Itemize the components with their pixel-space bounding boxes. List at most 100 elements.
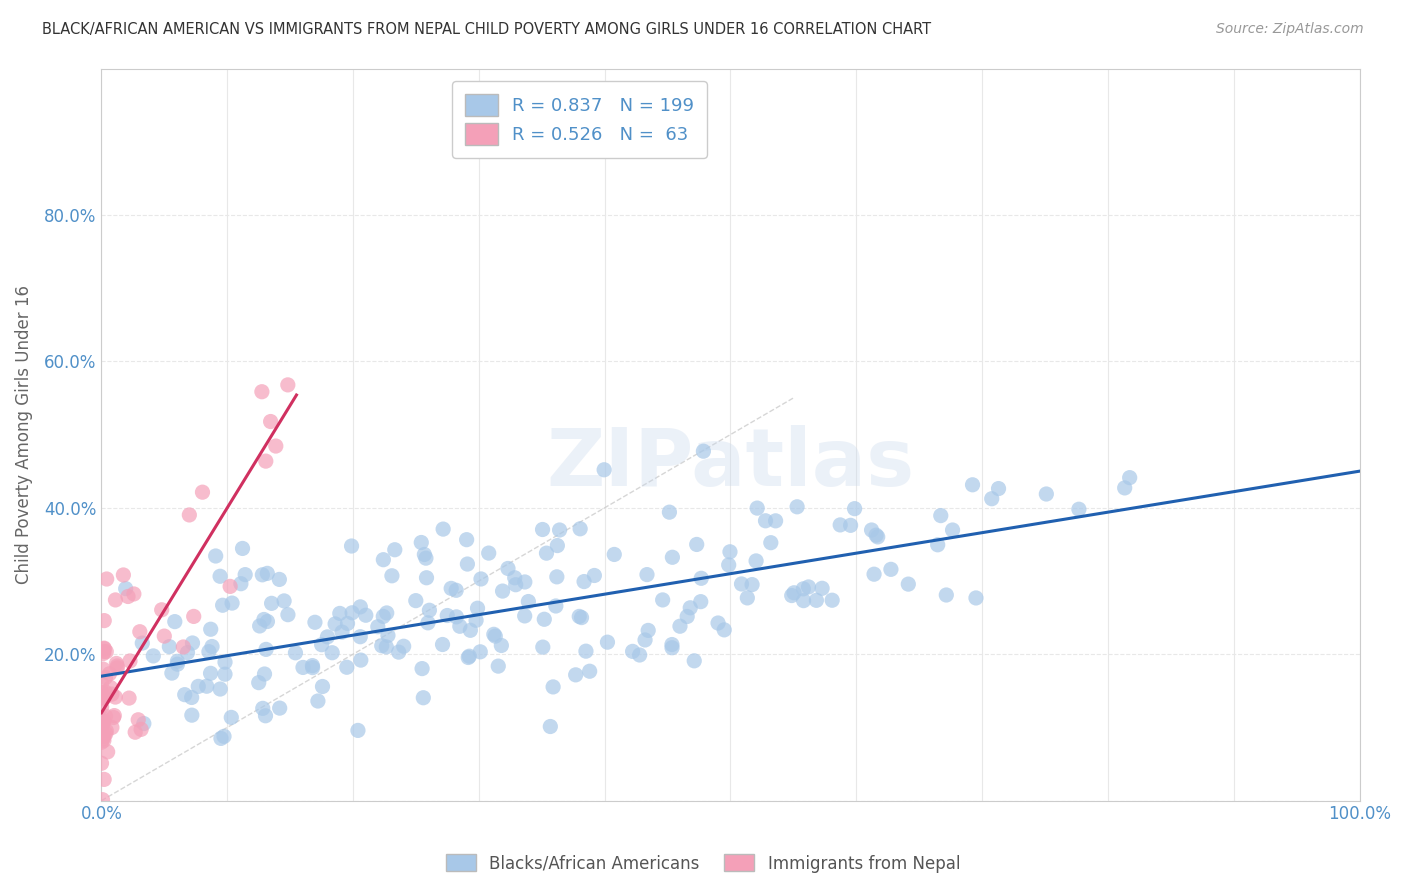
Point [531, 640, 554, 654]
Point [91, 731, 114, 746]
Point [634, 632, 657, 647]
Point [277, 607, 299, 622]
Point [90, 710, 112, 724]
Point [432, 522, 454, 536]
Point [200, 622, 222, 636]
Point [209, 569, 232, 583]
Point [291, 660, 314, 674]
Point [839, 518, 862, 533]
Point [252, 701, 274, 715]
Point [96, 723, 118, 738]
Point [686, 537, 709, 551]
Point [340, 606, 363, 620]
Point [90, 735, 112, 749]
Point [166, 654, 188, 668]
Point [354, 608, 377, 623]
Point [311, 638, 333, 652]
Point [384, 542, 406, 557]
Point [214, 655, 236, 669]
Point [195, 679, 218, 693]
Point [100, 681, 122, 695]
Point [980, 491, 1002, 506]
Point [367, 620, 389, 634]
Point [669, 619, 692, 633]
Point [105, 659, 128, 673]
Point [1067, 502, 1090, 516]
Point [458, 649, 481, 664]
Point [415, 571, 437, 585]
Point [962, 477, 984, 491]
Point [548, 523, 571, 537]
Point [94, 726, 117, 740]
Point [432, 638, 454, 652]
Point [786, 500, 808, 514]
Point [637, 624, 659, 638]
Point [157, 640, 180, 654]
Point [93, 729, 115, 743]
Point [863, 567, 886, 582]
Point [142, 648, 165, 663]
Point [661, 550, 683, 565]
Point [91, 717, 114, 731]
Point [221, 710, 243, 724]
Point [264, 439, 287, 453]
Point [392, 640, 415, 654]
Point [323, 616, 346, 631]
Point [737, 591, 759, 605]
Point [373, 609, 395, 624]
Point [465, 613, 488, 627]
Point [105, 661, 128, 675]
Point [575, 644, 598, 658]
Point [717, 558, 740, 572]
Point [104, 690, 127, 704]
Point [456, 557, 478, 571]
Point [436, 608, 458, 623]
Point [91, 662, 114, 676]
Point [603, 548, 626, 562]
Point [593, 463, 616, 477]
Point [316, 630, 339, 644]
Point [692, 444, 714, 458]
Point [127, 713, 149, 727]
Point [96, 572, 118, 586]
Point [231, 541, 253, 556]
Point [741, 577, 763, 591]
Point [93, 690, 115, 705]
Point [707, 615, 730, 630]
Point [259, 415, 281, 429]
Point [860, 523, 883, 537]
Point [304, 615, 326, 630]
Point [252, 567, 274, 582]
Point [568, 609, 591, 624]
Point [269, 701, 291, 715]
Point [93, 614, 115, 628]
Point [179, 508, 201, 522]
Point [478, 546, 501, 560]
Point [349, 630, 371, 644]
Point [536, 546, 558, 560]
Point [460, 624, 482, 638]
Point [93, 641, 115, 656]
Point [277, 377, 299, 392]
Point [221, 596, 243, 610]
Point [405, 593, 427, 607]
Point [496, 561, 519, 575]
Point [349, 599, 371, 614]
Point [564, 668, 586, 682]
Point [927, 538, 949, 552]
Point [132, 716, 155, 731]
Point [811, 582, 834, 596]
Point [98, 666, 121, 681]
Point [546, 539, 568, 553]
Point [792, 582, 814, 596]
Point [336, 616, 359, 631]
Point [572, 574, 595, 589]
Point [596, 635, 619, 649]
Point [172, 640, 194, 654]
Point [865, 528, 887, 542]
Point [90, 756, 112, 771]
Point [371, 639, 394, 653]
Point [254, 708, 277, 723]
Point [965, 591, 987, 605]
Point [201, 640, 224, 654]
